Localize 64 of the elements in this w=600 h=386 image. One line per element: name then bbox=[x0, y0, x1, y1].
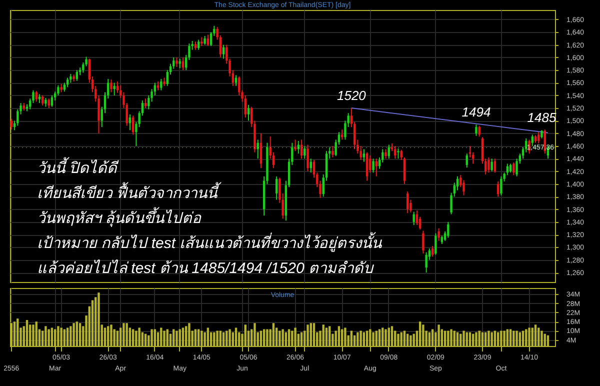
candlestick bbox=[340, 129, 344, 140]
candlestick bbox=[66, 77, 69, 88]
candlestick bbox=[478, 125, 480, 138]
candlestick bbox=[372, 158, 374, 174]
annotation: เป้าหมาย กลับไป test เส้นแนวต้านที่ขวางไว้อยู่ตรงนั้น bbox=[37, 232, 383, 252]
candlestick bbox=[182, 56, 184, 71]
candlestick bbox=[538, 132, 540, 144]
candlestick bbox=[275, 176, 278, 200]
candlestick bbox=[160, 78, 162, 91]
candlestick bbox=[394, 146, 396, 160]
candlestick bbox=[306, 144, 309, 172]
candlestick bbox=[42, 94, 44, 106]
candlestick bbox=[35, 90, 38, 102]
candlestick bbox=[332, 146, 334, 158]
candlestick bbox=[460, 174, 462, 188]
candlestick bbox=[406, 191, 409, 214]
candlestick bbox=[362, 148, 366, 162]
candlestick bbox=[197, 39, 200, 50]
candlestick bbox=[494, 158, 496, 174]
candlestick bbox=[425, 252, 428, 274]
candlestick bbox=[506, 163, 509, 176]
candlestick bbox=[132, 115, 134, 136]
candlestick bbox=[110, 79, 112, 93]
candlestick bbox=[238, 76, 240, 96]
candlestick bbox=[16, 108, 19, 126]
candlestick bbox=[304, 146, 306, 160]
candlestick bbox=[490, 158, 493, 172]
annotation: วันพฤหัสฯ ลุ้นดันขึ้นไปต่อ bbox=[37, 207, 202, 227]
candlestick bbox=[247, 104, 250, 122]
candlestick bbox=[466, 153, 468, 168]
candlestick bbox=[438, 228, 440, 242]
candlestick bbox=[422, 230, 424, 254]
candlestick bbox=[431, 245, 434, 258]
candlestick bbox=[244, 94, 246, 118]
candlestick bbox=[496, 180, 500, 198]
candlestick bbox=[176, 56, 178, 68]
candlestick bbox=[206, 34, 210, 47]
candlestick bbox=[10, 118, 12, 130]
candlestick bbox=[297, 140, 300, 154]
candlestick bbox=[369, 154, 372, 174]
candlestick bbox=[178, 58, 181, 69]
annotation: 1494 bbox=[462, 104, 491, 120]
candlestick bbox=[531, 134, 534, 146]
candlestick bbox=[397, 148, 400, 160]
candlestick bbox=[434, 232, 437, 256]
candlestick bbox=[500, 176, 502, 196]
candlestick bbox=[48, 98, 50, 109]
annotation: 1520 bbox=[336, 88, 367, 104]
candlestick bbox=[412, 211, 415, 226]
candlestick bbox=[475, 124, 478, 136]
candlestick bbox=[366, 152, 368, 182]
annotation: เทียนสีเขียว ฟื้นตัวจากวานนี้ bbox=[37, 182, 222, 202]
candlestick bbox=[512, 162, 515, 176]
candlestick bbox=[300, 139, 303, 160]
annotation: แล้วค่อยไปไล่ test ต้าน 1485/1494 /1520 ตามลำดับ bbox=[37, 259, 374, 277]
candlestick bbox=[375, 158, 378, 177]
candlestick bbox=[234, 74, 238, 86]
candlestick bbox=[260, 132, 262, 169]
annotation: วันนี้ ปิดได้ดี bbox=[37, 157, 120, 177]
candlestick bbox=[488, 156, 490, 174]
candlestick bbox=[76, 70, 78, 82]
candlestick bbox=[222, 44, 225, 60]
candlestick bbox=[384, 148, 387, 160]
candlestick bbox=[447, 221, 450, 238]
